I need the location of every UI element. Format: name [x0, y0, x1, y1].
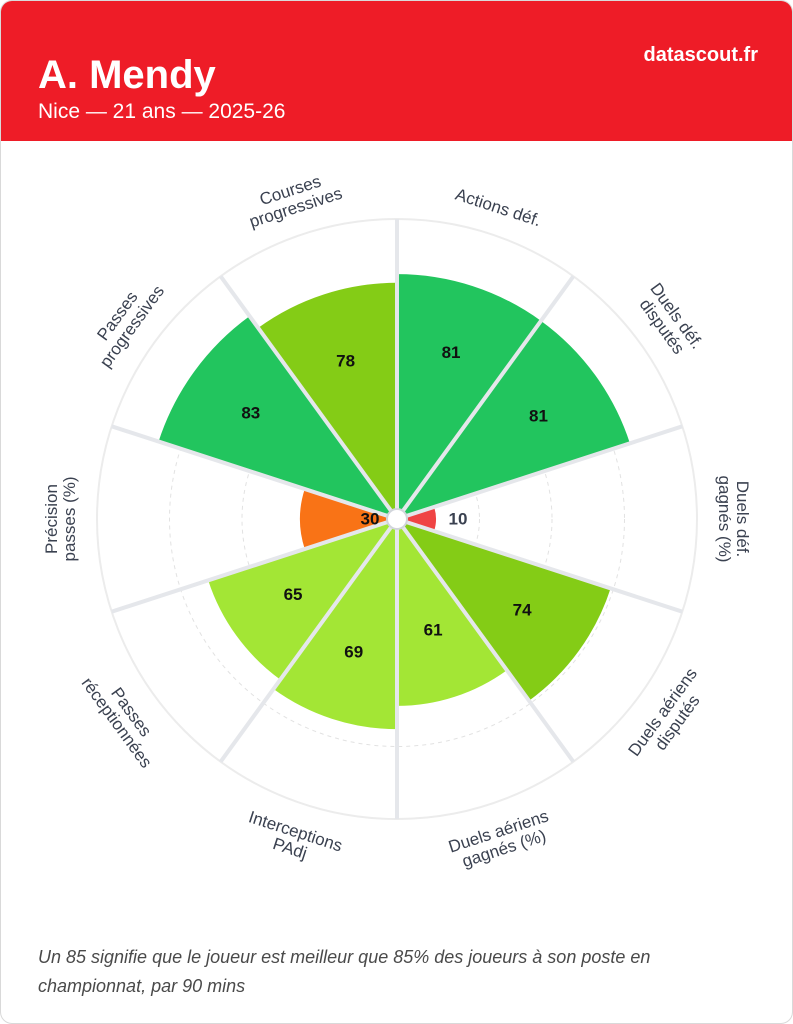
radar-value-label: 83 — [241, 403, 260, 422]
player-name: A. Mendy — [38, 53, 216, 97]
radar-spoke — [405, 520, 683, 614]
radar-category-label-line: Actions déf. — [453, 185, 543, 231]
brand-logo-text: datascout.fr — [643, 44, 758, 66]
radar-value-label: 10 — [449, 510, 468, 529]
chart-footnote: Un 85 signifie que le joueur est meilleu… — [38, 947, 651, 996]
radar-spoke — [401, 275, 575, 513]
radar-bar — [158, 316, 392, 516]
radar-value-label: 69 — [344, 643, 363, 662]
radar-category-label-line: gagnés (%) — [715, 476, 734, 563]
header-banner: A. Mendy Nice — 21 ans — 2025-26 datasco… — [1, 1, 792, 141]
radar-spoke — [219, 525, 393, 763]
radar-value-label: 61 — [424, 621, 443, 640]
radar-value-label: 81 — [442, 343, 461, 362]
radar-category-label: Actions déf. — [453, 185, 543, 231]
radar-spoke — [111, 520, 389, 614]
radar-value-label: 81 — [529, 407, 548, 426]
radar-bar — [208, 522, 392, 680]
percentile-radar-chart: 81 81 10 74 61 69 65 30 83 78 Actions déf. Duels dé… — [42, 172, 752, 871]
radar-bar — [258, 282, 397, 511]
radar-bar — [406, 506, 437, 532]
radar-category-label-line: passes (%) — [60, 476, 79, 561]
radar-center — [386, 508, 408, 530]
radar-bar — [397, 527, 507, 706]
radar-bar — [273, 527, 397, 730]
radar-spoke — [401, 525, 575, 763]
radar-category-label-line: Duels déf. — [733, 481, 752, 558]
radar-bar — [402, 320, 630, 516]
radar-category-label: Duels déf.gagnés (%) — [715, 476, 752, 563]
radar-grid-ring — [169, 291, 625, 747]
radar-bar — [299, 489, 388, 549]
radar-value-label: 74 — [513, 600, 532, 619]
radar-spoke — [111, 424, 389, 518]
radar-spoke — [219, 275, 393, 513]
radar-bar — [402, 522, 611, 701]
player-subtitle: Nice — 21 ans — 2025-26 — [38, 100, 286, 123]
radar-category-label: Précision passes (%) — [42, 476, 79, 561]
radar-spoke — [405, 424, 683, 518]
radar-bar — [397, 274, 541, 511]
radar-value-label: 65 — [284, 585, 303, 604]
radar-value-label: 78 — [336, 351, 355, 370]
radar-category-label-line: Précision — [42, 484, 61, 554]
radar-value-label: 30 — [361, 510, 380, 529]
